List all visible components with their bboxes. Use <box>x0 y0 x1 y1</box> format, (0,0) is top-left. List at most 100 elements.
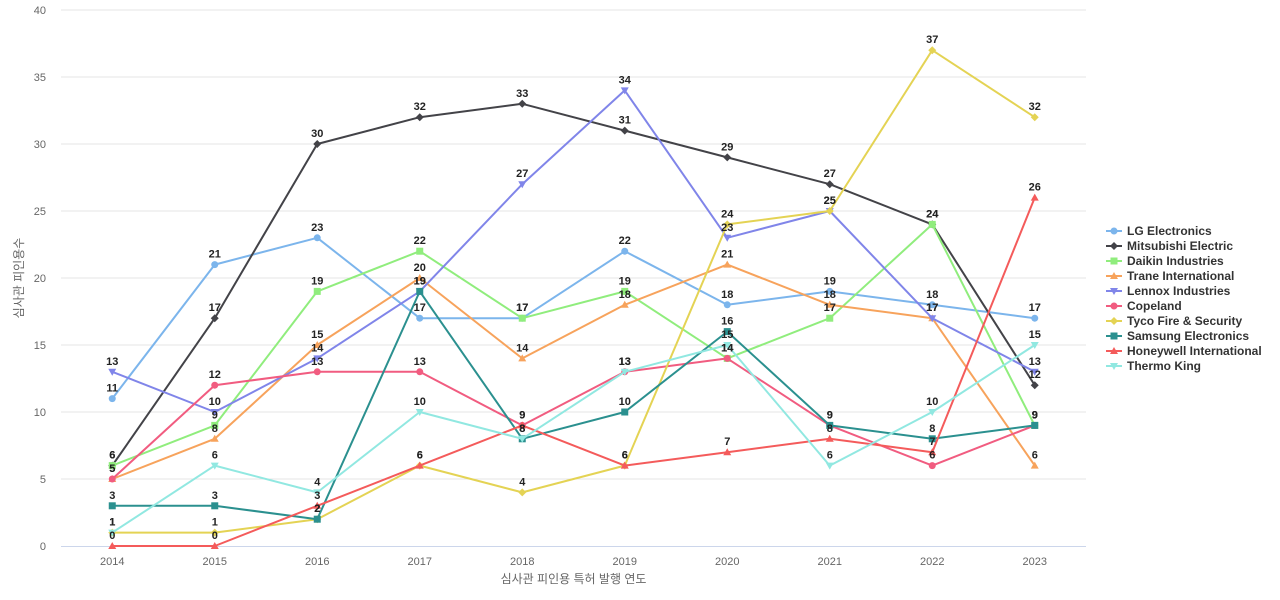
data-point <box>826 314 834 322</box>
data-label: 27 <box>516 168 528 180</box>
data-label: 19 <box>414 275 426 287</box>
legend-marker <box>1110 347 1118 354</box>
data-label: 8 <box>519 423 525 435</box>
data-point <box>108 368 117 376</box>
data-label: 9 <box>827 409 833 421</box>
data-point <box>928 315 937 323</box>
legend-item[interactable]: Tyco Fire & Security <box>1106 314 1242 328</box>
data-label: 15 <box>1029 329 1041 341</box>
legend-marker <box>1110 257 1118 265</box>
data-label: 5 <box>109 463 115 475</box>
data-label: 17 <box>1029 302 1041 314</box>
data-label: 0 <box>212 530 218 542</box>
series-line <box>111 344 1036 534</box>
data-point <box>825 180 834 189</box>
legend-item[interactable]: Lennox Industries <box>1106 284 1231 298</box>
data-label: 10 <box>414 396 426 408</box>
series-line <box>111 236 1035 400</box>
data-label: 9 <box>519 409 525 421</box>
data-label: 19 <box>619 275 631 287</box>
x-axis-ticks: 2014 2015 2016 2017 2018 2019 2020 2021 2022 2023 <box>100 556 1047 568</box>
data-label: 8 <box>929 423 935 435</box>
data-point <box>313 355 322 363</box>
data-point <box>313 140 322 148</box>
legend-item[interactable]: Thermo King <box>1106 359 1201 373</box>
data-label: 1 <box>109 517 115 529</box>
data-point <box>825 207 834 215</box>
data-label: 25 <box>824 195 836 207</box>
data-label: 14 <box>311 342 324 354</box>
data-point <box>723 260 732 268</box>
data-label: 2 <box>314 503 320 515</box>
data-label: 26 <box>1029 182 1041 194</box>
data-point <box>313 341 322 348</box>
legend-item[interactable]: Mitsubishi Electric <box>1106 239 1233 253</box>
data-point <box>928 448 937 456</box>
data-label: 4 <box>519 476 526 488</box>
y-tick-label: 25 <box>34 206 46 218</box>
legend-item[interactable]: LG Electronics <box>1106 224 1212 238</box>
data-point <box>415 409 424 416</box>
y-tick-label: 5 <box>40 474 46 486</box>
data-point <box>210 409 219 416</box>
data-point <box>415 461 424 469</box>
data-label: 20 <box>414 262 426 274</box>
x-tick-label: 2022 <box>920 556 944 568</box>
data-label: 8 <box>519 423 525 435</box>
data-label: 17 <box>516 302 528 314</box>
legend-marker <box>1110 272 1118 279</box>
series-tyco-fire-security <box>108 46 1039 537</box>
x-tick-label: 2015 <box>203 556 227 568</box>
data-point <box>518 421 527 429</box>
series-copeland <box>108 354 1039 483</box>
x-tick-label: 2021 <box>818 556 842 568</box>
x-tick-label: 2019 <box>613 556 637 568</box>
data-label: 9 <box>1032 409 1038 421</box>
legend-item[interactable]: Copeland <box>1106 299 1182 313</box>
data-point <box>620 368 629 376</box>
legend-item[interactable]: Trane International <box>1106 269 1234 283</box>
data-label: 37 <box>926 34 938 46</box>
data-label: 9 <box>212 409 218 421</box>
data-label: 1 <box>212 517 218 529</box>
y-axis-title: 심사관 피인용수 <box>12 238 26 319</box>
data-point <box>620 87 629 95</box>
data-label: 34 <box>619 74 632 86</box>
data-point <box>1030 368 1039 376</box>
data-point <box>210 434 219 442</box>
data-point <box>1030 193 1039 201</box>
data-label: 18 <box>824 289 836 301</box>
data-point <box>621 408 629 416</box>
data-label: 27 <box>824 168 836 180</box>
series-lg-electronics <box>108 234 1039 403</box>
data-label: 17 <box>414 302 426 314</box>
data-point <box>415 274 424 281</box>
series-line <box>112 197 1036 547</box>
data-label: 6 <box>827 450 833 462</box>
data-point <box>928 435 936 443</box>
data-label: 24 <box>721 208 734 220</box>
data-point <box>620 126 629 135</box>
data-point <box>928 46 937 55</box>
legend-item[interactable]: Honeywell International <box>1106 344 1262 358</box>
x-tick-label: 2020 <box>715 556 739 568</box>
data-label: 30 <box>311 128 323 140</box>
data-point <box>1030 113 1039 122</box>
data-label: 14 <box>721 342 734 354</box>
data-label: 3 <box>212 490 218 502</box>
series-lennox-industries <box>108 87 1039 416</box>
data-label: 21 <box>721 249 733 261</box>
legend-item[interactable]: Daikin Industries <box>1106 254 1224 268</box>
data-label: 31 <box>619 115 631 127</box>
legend-marker <box>1110 363 1118 370</box>
data-point <box>620 300 629 308</box>
data-point <box>1030 342 1039 349</box>
data-label: 6 <box>929 450 935 462</box>
legend-item[interactable]: Samsung Electronics <box>1106 329 1249 343</box>
legend-label: Lennox Industries <box>1127 284 1231 298</box>
data-label: 14 <box>721 342 734 354</box>
data-label: 19 <box>311 275 323 287</box>
legend-label: Honeywell International <box>1127 344 1262 358</box>
data-label: 32 <box>1029 101 1041 113</box>
